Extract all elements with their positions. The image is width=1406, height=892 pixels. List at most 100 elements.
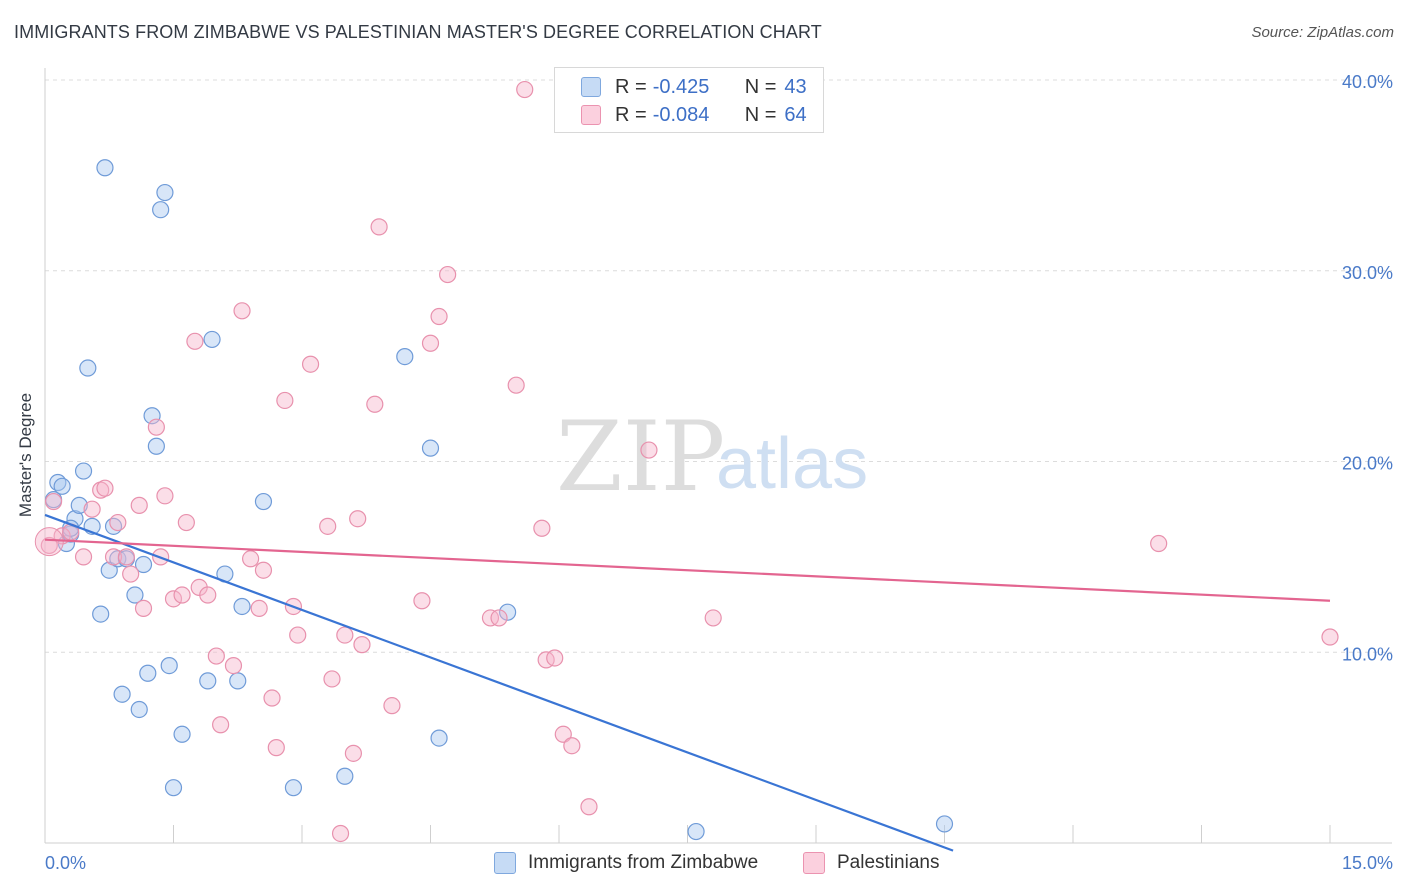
data-point bbox=[173, 725, 191, 743]
legend-row-palestinians: R = -0.084 N = 64 bbox=[555, 101, 807, 129]
y-tick-label: 20.0% bbox=[1342, 454, 1393, 474]
legend-n-label: N = bbox=[744, 103, 777, 126]
data-point bbox=[499, 603, 517, 621]
legend-swatch-zimbabwe bbox=[581, 77, 601, 97]
data-point bbox=[267, 739, 285, 757]
data-point bbox=[254, 561, 273, 579]
source-label: Source: ZipAtlas.com bbox=[1251, 24, 1394, 41]
data-point bbox=[83, 500, 101, 518]
data-point bbox=[44, 492, 63, 511]
data-point bbox=[935, 815, 954, 833]
data-point bbox=[366, 395, 384, 413]
y-tick-label: 40.0% bbox=[1342, 72, 1393, 92]
trend-line-0 bbox=[44, 513, 954, 852]
data-point bbox=[96, 159, 114, 177]
data-point bbox=[134, 555, 153, 574]
data-point bbox=[396, 347, 414, 366]
data-point bbox=[383, 697, 401, 715]
watermark-zip: ZIP bbox=[556, 401, 725, 513]
data-point bbox=[250, 599, 268, 617]
data-point bbox=[117, 548, 135, 566]
data-point bbox=[70, 496, 88, 514]
data-point bbox=[1321, 628, 1339, 646]
data-point bbox=[563, 737, 581, 755]
legend-swatch-palestinians bbox=[581, 105, 601, 125]
x-tick-label: 0.0% bbox=[45, 853, 86, 873]
legend-n-label: N = bbox=[744, 75, 777, 98]
data-point bbox=[704, 609, 722, 627]
data-point bbox=[229, 672, 247, 690]
data-point bbox=[284, 779, 303, 797]
data-points bbox=[34, 80, 1339, 843]
data-point bbox=[109, 513, 127, 532]
legend-swatch-palestinians bbox=[803, 852, 825, 874]
data-point bbox=[104, 548, 123, 566]
legend-swatch-zimbabwe bbox=[494, 852, 516, 874]
legend-n-value: 43 bbox=[784, 75, 807, 98]
data-point bbox=[199, 672, 217, 690]
data-point bbox=[430, 729, 448, 747]
data-point bbox=[160, 657, 178, 675]
data-point bbox=[156, 487, 174, 505]
x-tick-label: 15.0% bbox=[1342, 853, 1393, 873]
data-point bbox=[53, 477, 71, 495]
data-point bbox=[336, 626, 354, 644]
legend-r-value: -0.084 bbox=[652, 103, 710, 126]
legend-item-palestinians: Palestinians bbox=[803, 852, 939, 874]
data-point bbox=[263, 689, 281, 707]
data-point bbox=[74, 548, 93, 566]
data-point bbox=[139, 664, 157, 682]
legend-item-zimbabwe: Immigrants from Zimbabwe bbox=[494, 852, 758, 874]
legend-label-palestinians: Palestinians bbox=[837, 852, 940, 873]
data-point bbox=[353, 636, 371, 654]
data-point bbox=[199, 586, 217, 604]
data-point bbox=[687, 822, 705, 841]
data-point bbox=[96, 479, 114, 497]
data-point bbox=[439, 265, 457, 284]
series-legend: Immigrants from Zimbabwe Palestinians bbox=[0, 852, 1406, 878]
data-point bbox=[130, 496, 148, 514]
data-point bbox=[164, 590, 183, 608]
legend-n-value: 64 bbox=[784, 103, 807, 126]
chart-title: IMMIGRANTS FROM ZIMBABWE VS PALESTINIAN … bbox=[14, 22, 822, 42]
data-point bbox=[640, 441, 658, 459]
data-point bbox=[100, 561, 118, 579]
series-points-1 bbox=[40, 80, 1339, 843]
data-point bbox=[276, 391, 294, 410]
data-point bbox=[344, 744, 362, 762]
data-point bbox=[554, 725, 572, 743]
series-points-0 bbox=[44, 159, 954, 841]
data-point bbox=[533, 519, 551, 537]
data-point bbox=[147, 418, 165, 436]
data-point bbox=[79, 359, 97, 377]
trend-line-1 bbox=[44, 538, 1331, 602]
legend-r-value: -0.425 bbox=[652, 75, 710, 98]
data-point bbox=[34, 527, 64, 557]
data-point bbox=[413, 592, 431, 610]
data-point bbox=[254, 492, 273, 511]
data-point bbox=[580, 798, 598, 816]
legend-row-zimbabwe: R = -0.425 N = 43 bbox=[555, 73, 807, 101]
data-point bbox=[323, 670, 341, 688]
data-point bbox=[122, 565, 140, 583]
data-point bbox=[207, 647, 225, 665]
data-point bbox=[212, 716, 230, 734]
data-point bbox=[507, 376, 525, 394]
data-point bbox=[156, 183, 174, 202]
data-point bbox=[331, 824, 350, 843]
data-point bbox=[152, 201, 170, 219]
data-point bbox=[74, 462, 93, 480]
data-point bbox=[242, 550, 260, 568]
axes: 10.0% 20.0% 30.0% 40.0% 0.0% 15.0% bbox=[44, 68, 1393, 873]
data-point bbox=[349, 510, 367, 528]
y-axis-label: Master's Degree bbox=[16, 393, 35, 517]
data-point bbox=[546, 649, 564, 667]
data-point bbox=[336, 767, 354, 785]
data-point bbox=[134, 599, 153, 617]
y-tick-label: 10.0% bbox=[1342, 644, 1393, 664]
y-tick-label: 30.0% bbox=[1342, 263, 1393, 283]
data-point bbox=[233, 597, 251, 616]
data-point bbox=[421, 334, 440, 352]
data-point bbox=[233, 302, 251, 320]
